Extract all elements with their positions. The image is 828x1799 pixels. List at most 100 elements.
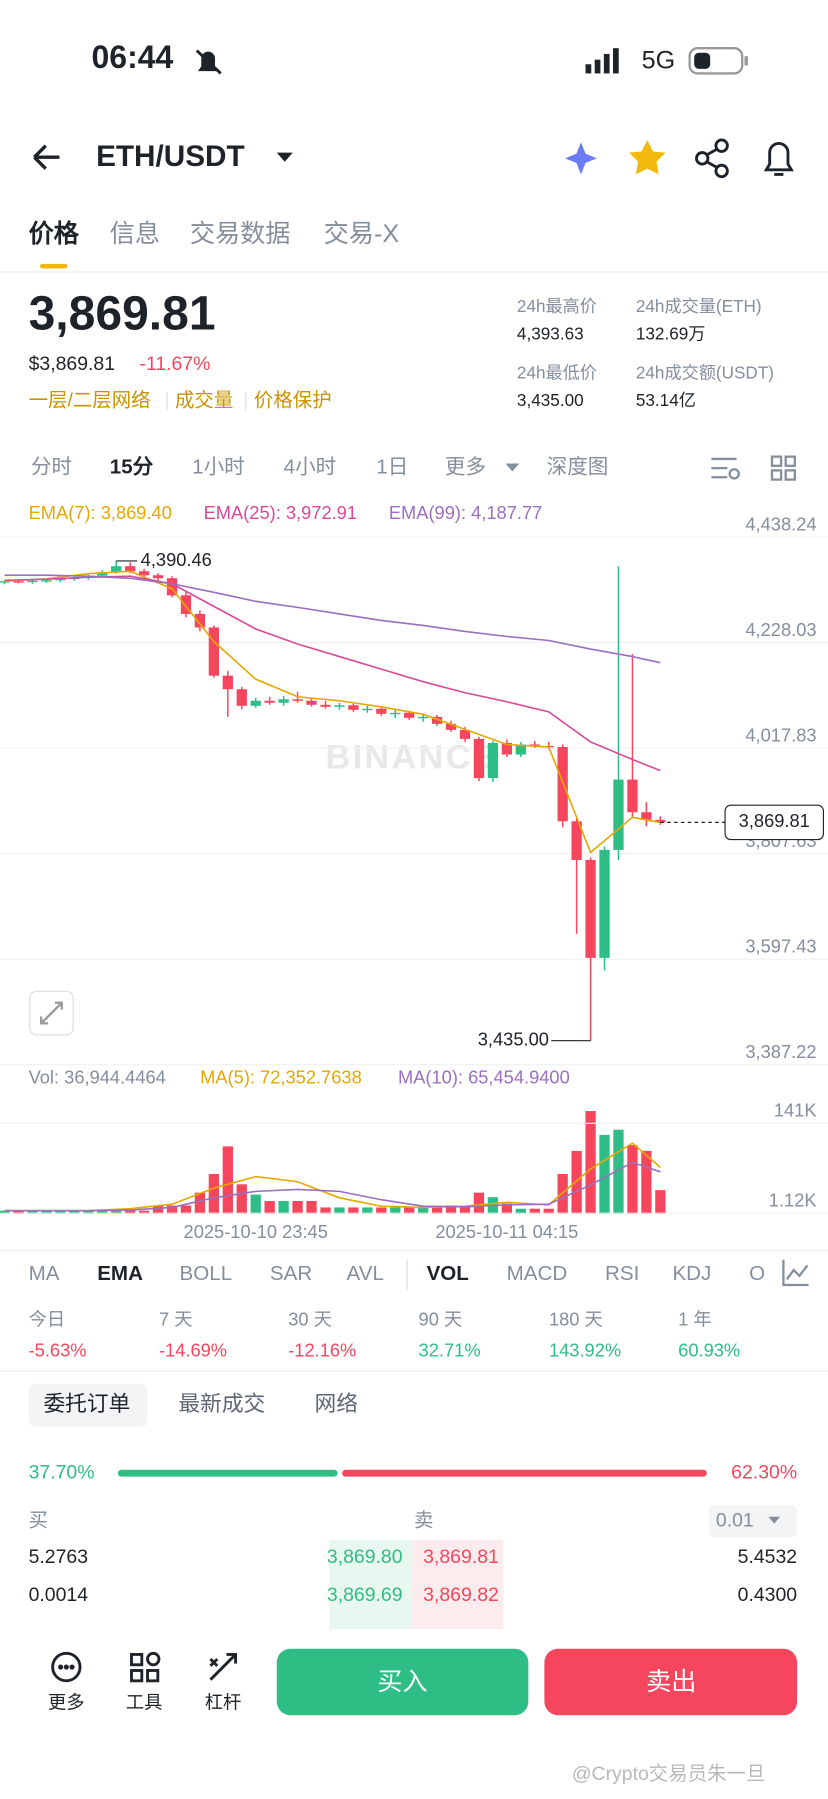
sell-ratio-bar [342, 1469, 707, 1477]
indicator[interactable]: AVL [347, 1262, 384, 1285]
candle-body [208, 627, 220, 676]
nav-label[interactable]: 杠杆 [205, 1692, 242, 1713]
indicator-line [4, 574, 661, 664]
tag[interactable]: 成交量 [175, 390, 233, 412]
volume-bar [585, 1111, 596, 1214]
indicator[interactable]: MA [29, 1262, 60, 1285]
ma-legend: MA(10): 65,454.9400 [398, 1066, 570, 1087]
indicator-line [4, 570, 661, 854]
favorite-icon[interactable] [629, 139, 666, 175]
volume-bar [83, 1210, 94, 1214]
volume-bar [459, 1205, 471, 1214]
precision-select[interactable] [709, 1505, 798, 1538]
indicator[interactable]: EMA [97, 1262, 143, 1285]
buy-button[interactable] [276, 1648, 529, 1716]
order-tab[interactable]: 网络 [315, 1391, 358, 1416]
indicator[interactable]: VOL [427, 1262, 469, 1285]
battery-icon [688, 47, 748, 75]
bid-price: 3,869.80 [327, 1546, 403, 1568]
interval[interactable]: 1日 [376, 456, 408, 479]
ask-amount: 5.4532 [738, 1546, 797, 1568]
candle-body [362, 708, 373, 711]
sell-button[interactable] [544, 1648, 798, 1716]
intervals: 分时 15分 1小时 4小时 1日 更多 深度图 [31, 456, 609, 479]
interval[interactable]: 分时 [31, 456, 72, 479]
volume-bar [431, 1207, 443, 1214]
stat-label: 24h最低价 [517, 363, 597, 383]
tab[interactable]: 信息 [110, 220, 160, 248]
buy-ratio-bar [117, 1469, 338, 1477]
pair-dropdown[interactable] [276, 152, 293, 162]
share-icon[interactable] [695, 138, 729, 179]
indicator[interactable]: BOLL [180, 1262, 233, 1285]
interval[interactable]: 4小时 [284, 456, 337, 479]
more-dropdown[interactable] [505, 463, 520, 472]
indicator[interactable]: RSI [605, 1262, 639, 1285]
volume-bar [278, 1201, 289, 1214]
period: 180 天 [549, 1308, 603, 1329]
leverage-icon[interactable] [209, 1653, 238, 1681]
settings-icon[interactable] [711, 457, 740, 480]
candle-body [306, 700, 317, 705]
ai-icon[interactable] [564, 142, 597, 175]
interval[interactable]: 15分 [110, 456, 154, 479]
indicator[interactable]: SAR [270, 1262, 312, 1285]
order-book: 5.2763 3,869.80 3,869.81 5.4532 0.0014 3,869.… [29, 1546, 798, 1606]
last-price-tag [724, 804, 824, 841]
sell-ratio: 62.30% [731, 1461, 797, 1483]
interval[interactable]: 1小时 [192, 456, 245, 479]
expand-button[interactable] [29, 990, 74, 1036]
tab[interactable]: 交易-X [324, 220, 400, 248]
alert-icon[interactable] [763, 141, 794, 176]
candle-body [13, 581, 24, 583]
bid-price: 3,869.69 [327, 1584, 403, 1606]
tag[interactable]: 价格保护 [254, 390, 332, 412]
mute-icon [195, 49, 222, 75]
tab[interactable]: 交易数据 [190, 220, 291, 248]
back-button[interactable] [33, 144, 60, 170]
tools-icon[interactable] [130, 1651, 161, 1683]
candle-body [445, 723, 457, 730]
bid-depth [329, 1539, 412, 1632]
candle-body [152, 575, 164, 579]
layout-icon[interactable] [770, 455, 796, 481]
sell-label[interactable]: 卖出 [646, 1668, 696, 1696]
clock: 06:44 [91, 39, 173, 75]
volume-bar [613, 1129, 624, 1214]
candle-body [27, 580, 38, 583]
bid-amount: 5.2763 [29, 1546, 88, 1568]
volume-bar [376, 1207, 387, 1214]
volume-bar [334, 1207, 345, 1214]
volume-bar [69, 1210, 80, 1214]
volume-bar [13, 1210, 24, 1214]
candle-body [194, 613, 206, 628]
interval[interactable]: 深度图 [547, 456, 609, 479]
indicator[interactable]: MACD [507, 1262, 568, 1285]
indicator-settings[interactable] [782, 1259, 809, 1287]
last-price-label: 3,869.81 [739, 810, 810, 831]
period-change: 143.92% [549, 1339, 621, 1360]
indicator[interactable]: O [749, 1262, 765, 1285]
buy-label[interactable]: 买入 [377, 1668, 427, 1696]
order-tab[interactable]: 最新成交 [178, 1391, 265, 1416]
tag[interactable]: 一层/二层网络 [29, 390, 151, 412]
ratio-bar: 37.70% 62.30% [29, 1461, 798, 1483]
precision-dropdown[interactable] [768, 1516, 780, 1524]
volume-bar [138, 1210, 150, 1214]
interval[interactable]: 更多 [445, 456, 486, 479]
nav-label[interactable]: 工具 [126, 1692, 163, 1713]
nav-label[interactable]: 更多 [48, 1692, 85, 1713]
volume-bar [320, 1207, 331, 1214]
tags: 一层/二层网络 成交量 价格保护 [29, 390, 332, 412]
candle-body [585, 859, 596, 958]
tab[interactable]: 价格 [29, 219, 80, 248]
indicator[interactable]: KDJ [672, 1262, 711, 1285]
more-icon[interactable] [51, 1651, 82, 1683]
pair[interactable]: ETH/USDT [96, 140, 245, 173]
order-tab[interactable]: 委托订单 [43, 1391, 130, 1416]
precision[interactable]: 0.01 [716, 1509, 754, 1531]
candle-body [404, 712, 415, 718]
volume-legend: Vol: 36,944.4464 [29, 1066, 166, 1087]
volume-bar [404, 1207, 415, 1214]
bid-amount: 0.0014 [29, 1584, 89, 1606]
